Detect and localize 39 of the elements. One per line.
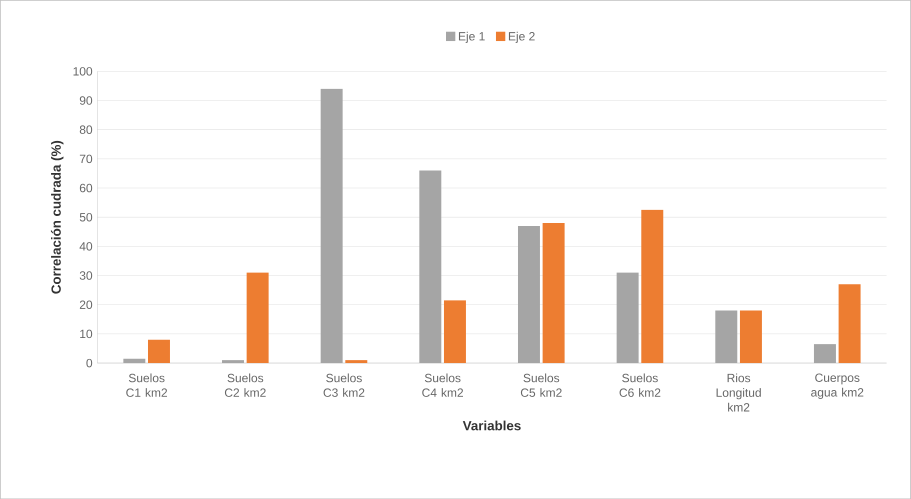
bar: [320, 88, 343, 363]
bar: [518, 226, 540, 363]
bar: [641, 210, 664, 363]
x-tick-label: Suelos C4 km2: [422, 373, 464, 397]
y-tick-label: 0: [86, 358, 92, 368]
y-tick-label: 70: [80, 154, 92, 163]
y-tick-label: 30: [80, 271, 92, 280]
y-tick-label: 50: [80, 212, 92, 222]
x-tick-label: Suelos C3 km2: [324, 373, 364, 397]
bar: [616, 272, 639, 363]
bar: [148, 340, 170, 363]
y-tick-label: 10: [80, 329, 92, 338]
y-tick-label: 40: [80, 242, 92, 250]
bar: [419, 170, 442, 363]
bar: [740, 310, 762, 363]
x-tick-label: Suelos C2 km2: [224, 373, 266, 397]
x-tick-label: Suelos C6 km2: [620, 373, 660, 397]
bar: [444, 300, 466, 363]
x-axis-title: Variables: [462, 420, 521, 430]
y-axis-title: Correlación cudrada (%): [50, 140, 64, 294]
bar: [345, 360, 368, 363]
x-tick-label: Suelos C1 km2: [126, 373, 168, 397]
y-tick-label: 80: [80, 125, 92, 134]
x-tick-label: Cuerpos agua km2: [811, 373, 864, 399]
y-tick-label: 90: [80, 96, 92, 105]
bar: [838, 284, 861, 363]
y-tick-label: 20: [80, 300, 92, 309]
bar: [814, 344, 836, 363]
bar: [222, 360, 244, 363]
legend-label: Eje 1: [458, 32, 485, 43]
bar: [246, 272, 269, 363]
bar: [542, 222, 565, 363]
x-tick-label: Rios Longitud km2: [716, 373, 761, 412]
bar: [123, 358, 146, 363]
y-tick-label: 60: [80, 184, 92, 192]
legend-label: Eje 2: [508, 32, 535, 43]
x-tick-label: Suelos C5 km2: [520, 373, 562, 397]
y-tick-label: 100: [74, 66, 92, 76]
bar: [715, 310, 738, 363]
